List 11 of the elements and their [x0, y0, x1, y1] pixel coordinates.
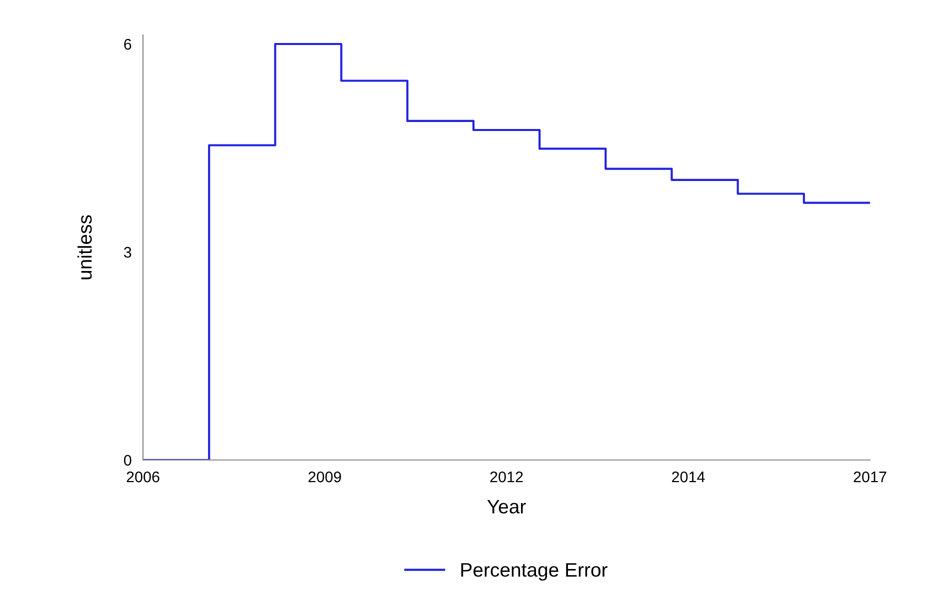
y-tick-label: 3: [124, 246, 132, 258]
x-tick-label: 2017: [854, 472, 886, 482]
x-tick-label: 2014: [672, 472, 705, 482]
legend-label: Percentage Error: [461, 563, 608, 581]
x-tick-label: 2009: [308, 472, 342, 482]
y-tick-label: 0: [124, 454, 132, 466]
y-axis-title: unitless: [77, 215, 92, 280]
x-axis-title: Year: [487, 500, 526, 514]
y-tick-label: 6: [124, 38, 132, 50]
x-tick-label: 2006: [126, 472, 160, 482]
x-tick-label: 2012: [490, 472, 523, 482]
